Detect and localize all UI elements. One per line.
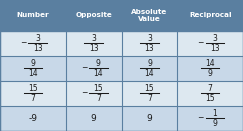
Text: Number: Number xyxy=(17,12,49,18)
Text: Absolute
Value: Absolute Value xyxy=(131,9,168,22)
Text: −: − xyxy=(81,88,87,97)
Text: 9: 9 xyxy=(96,59,101,68)
Text: 14: 14 xyxy=(145,69,154,78)
Text: −: − xyxy=(197,38,204,47)
Bar xyxy=(177,106,243,131)
Text: 9: 9 xyxy=(208,69,213,78)
Text: −: − xyxy=(197,113,204,122)
Bar xyxy=(66,0,122,31)
Text: 9: 9 xyxy=(91,114,96,123)
Text: 13: 13 xyxy=(89,44,98,53)
Bar xyxy=(0,106,66,131)
Text: −: − xyxy=(81,63,87,72)
Bar xyxy=(177,31,243,56)
Text: Opposite: Opposite xyxy=(75,12,112,18)
Text: 15: 15 xyxy=(94,84,103,93)
Text: 3: 3 xyxy=(35,34,40,43)
Bar xyxy=(122,106,177,131)
Text: 14: 14 xyxy=(205,59,215,68)
Text: 1: 1 xyxy=(213,109,217,118)
Bar xyxy=(66,56,122,81)
Text: 9: 9 xyxy=(213,119,217,128)
Bar xyxy=(0,56,66,81)
Bar xyxy=(122,56,177,81)
Text: 15: 15 xyxy=(28,84,38,93)
Bar xyxy=(66,106,122,131)
Bar xyxy=(0,81,66,106)
Text: 13: 13 xyxy=(33,44,43,53)
Text: 13: 13 xyxy=(210,44,220,53)
Text: 9: 9 xyxy=(147,59,152,68)
Bar xyxy=(66,31,122,56)
Text: 7: 7 xyxy=(208,84,213,93)
Text: 14: 14 xyxy=(94,69,103,78)
Text: 15: 15 xyxy=(145,84,154,93)
Text: Reciprocal: Reciprocal xyxy=(189,12,231,18)
Bar xyxy=(0,31,66,56)
Text: 9: 9 xyxy=(147,114,152,123)
Bar xyxy=(177,0,243,31)
Text: 14: 14 xyxy=(28,69,38,78)
Bar xyxy=(0,0,66,31)
Text: 9: 9 xyxy=(30,59,35,68)
Text: 7: 7 xyxy=(96,94,101,103)
Text: 3: 3 xyxy=(91,34,96,43)
Text: 7: 7 xyxy=(147,94,152,103)
Text: 3: 3 xyxy=(147,34,152,43)
Bar xyxy=(177,81,243,106)
Text: 15: 15 xyxy=(205,94,215,103)
Text: -9: -9 xyxy=(28,114,37,123)
Text: 3: 3 xyxy=(213,34,217,43)
Bar xyxy=(122,0,177,31)
Bar xyxy=(122,31,177,56)
Bar xyxy=(122,81,177,106)
Bar xyxy=(177,56,243,81)
Bar xyxy=(66,81,122,106)
Text: 13: 13 xyxy=(145,44,154,53)
Text: 7: 7 xyxy=(30,94,35,103)
Text: −: − xyxy=(20,38,26,47)
